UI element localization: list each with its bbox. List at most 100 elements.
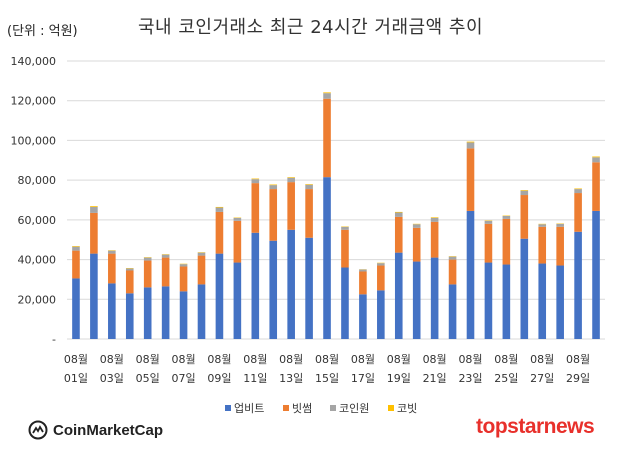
- bar-segment: [448, 284, 457, 339]
- bar-segment: [125, 293, 134, 339]
- bar-segment: [161, 257, 170, 287]
- bar-segment: [233, 217, 242, 221]
- x-tick-label-day: 13일: [279, 371, 303, 385]
- x-tick-label-day: 15일: [315, 371, 339, 385]
- bar-segment: [341, 267, 349, 339]
- x-axis-tick-labels: 08월 01일 08월 03일 08월 05일 08월 07일 08월 09일 08월 11일 08월 1…: [64, 353, 590, 385]
- bar-segment: [305, 184, 313, 185]
- bar-segment: [179, 264, 188, 267]
- bar-stack: [197, 252, 206, 339]
- bar-segment: [484, 262, 493, 339]
- x-tick-label-day: 05일: [136, 371, 160, 385]
- bar-stack: [538, 223, 547, 339]
- bar-segment: [72, 246, 80, 251]
- bar-segment: [269, 185, 278, 190]
- unit-label: (단위 : 억원): [7, 24, 78, 39]
- bar-stacks: [72, 92, 600, 339]
- bar-segment: [359, 294, 367, 339]
- bar-segment: [574, 231, 582, 339]
- bar-segment: [287, 229, 295, 339]
- topstarnews-watermark: topstarnews: [476, 415, 595, 438]
- bar-segment: [556, 223, 564, 227]
- bar-segment: [430, 221, 439, 258]
- bar-segment: [592, 162, 600, 211]
- bar-segment: [197, 284, 206, 339]
- x-tick-label-month: 08월: [458, 353, 482, 366]
- bar-segment: [287, 177, 295, 178]
- bar-segment: [377, 263, 385, 266]
- bar-segment: [323, 98, 331, 178]
- bar-segment: [179, 291, 188, 339]
- x-tick-label-month: 08월: [279, 353, 303, 366]
- bar-segment: [215, 253, 224, 339]
- bar-segment: [323, 93, 331, 99]
- bar-segment: [341, 226, 349, 230]
- y-tick-label: 80,000: [18, 174, 57, 187]
- bar-segment: [215, 206, 224, 208]
- x-tick-label-day: 25일: [494, 371, 518, 385]
- bar-segment: [502, 218, 511, 265]
- bar-segment: [412, 261, 421, 339]
- legend-label: 코빗: [397, 402, 417, 415]
- bar-segment: [430, 257, 439, 339]
- bar-segment: [520, 238, 529, 339]
- bar-segment: [466, 142, 475, 149]
- bar-segment: [233, 262, 242, 339]
- legend: 업비트 빗썸 코인원 코빗: [225, 402, 417, 415]
- y-tick-label: 40,000: [18, 254, 57, 267]
- y-tick-label: 20,000: [18, 293, 57, 306]
- bar-segment: [359, 269, 367, 272]
- bar-segment: [323, 177, 331, 339]
- x-tick-label-day: 19일: [387, 371, 411, 385]
- x-tick-label-month: 08월: [351, 353, 375, 366]
- bar-segment: [287, 182, 295, 230]
- bar-segment: [161, 286, 170, 339]
- bar-segment: [394, 212, 403, 217]
- legend-swatch: [330, 405, 336, 411]
- legend-item: 코인원: [330, 402, 369, 415]
- bar-segment: [305, 237, 313, 339]
- x-tick-label-day: 09일: [207, 371, 231, 385]
- coinmarketcap-watermark: CoinMarketCap: [28, 420, 163, 440]
- bar-segment: [305, 189, 313, 238]
- bar-segment: [556, 226, 564, 266]
- bar-stack: [269, 184, 278, 339]
- bar-segment: [125, 268, 134, 271]
- bar-segment: [269, 189, 278, 241]
- bar-segment: [125, 270, 134, 294]
- legend-swatch: [388, 405, 394, 411]
- bar-segment: [448, 259, 457, 285]
- bar-stack: [161, 254, 170, 339]
- y-axis-tick-labels: - 20,000 40,000 60,000 80,000 100,000 120,000 1…: [11, 55, 57, 346]
- bar-segment: [233, 220, 242, 263]
- bar-segment: [323, 92, 331, 94]
- bar-segment: [538, 226, 547, 264]
- coinmarketcap-text: CoinMarketCap: [53, 421, 164, 439]
- y-tick-label: 100,000: [11, 134, 57, 147]
- bar-stack: [90, 206, 98, 339]
- bar-segment: [394, 216, 403, 253]
- bar-stack: [233, 217, 242, 339]
- x-tick-label-month: 08월: [423, 353, 447, 366]
- x-tick-label-day: 17일: [351, 371, 375, 385]
- chart-title: 국내 코인거래소 최근 24시간 거래금액 추이: [137, 17, 484, 38]
- legend-label: 빗썸: [292, 402, 312, 415]
- bar-segment: [251, 178, 260, 180]
- legend-swatch: [283, 405, 289, 411]
- bar-segment: [430, 217, 439, 218]
- bar-segment: [197, 255, 206, 285]
- bar-segment: [90, 212, 98, 254]
- x-tick-label-month: 08월: [243, 353, 267, 366]
- bar-segment: [520, 190, 529, 196]
- y-tick-label: 120,000: [11, 95, 57, 108]
- x-tick-label-month: 08월: [172, 353, 196, 366]
- bar-segment: [108, 253, 116, 284]
- x-tick-label-day: 29일: [566, 371, 590, 385]
- bar-segment: [215, 211, 224, 254]
- bar-segment: [143, 260, 152, 288]
- bar-segment: [377, 290, 385, 339]
- bar-stack: [394, 211, 403, 339]
- bar-segment: [359, 271, 367, 295]
- bar-stack: [143, 257, 152, 339]
- bar-stack: [179, 263, 188, 339]
